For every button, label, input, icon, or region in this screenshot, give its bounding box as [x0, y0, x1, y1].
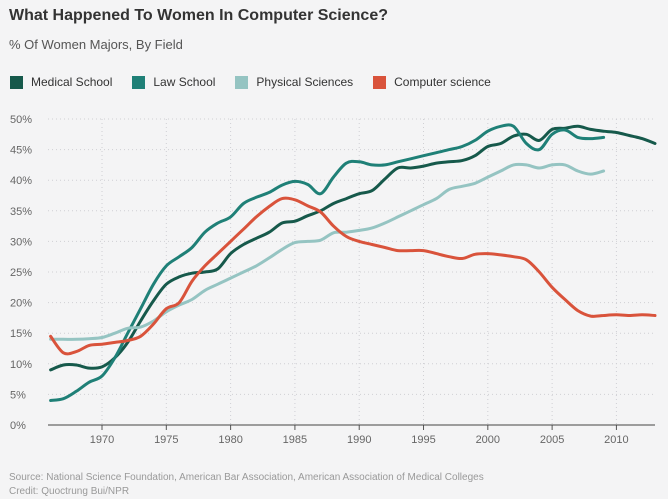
legend: Medical School Law School Physical Science… [10, 75, 511, 89]
source-note: Source: National Science Foundation, Ame… [9, 472, 484, 483]
x-tick-label: 1990 [347, 434, 371, 446]
chart-subtitle: % Of Women Majors, By Field [9, 37, 183, 52]
legend-item-computer-science: Computer science [373, 75, 491, 89]
x-tick-label: 1970 [90, 434, 114, 446]
x-tick-label: 1980 [218, 434, 242, 446]
x-tick-label: 1985 [283, 434, 307, 446]
y-tick-label: 10% [10, 359, 32, 371]
series-line-computer-science [49, 196, 657, 356]
y-tick-label: 20% [10, 298, 32, 310]
legend-label: Law School [153, 75, 216, 89]
y-tick-label: 35% [10, 206, 32, 218]
x-tick-label: 1975 [154, 434, 178, 446]
y-tick-label: 15% [10, 328, 32, 340]
legend-label: Computer science [394, 75, 491, 89]
legend-label: Medical School [31, 75, 113, 89]
legend-item-physical-sciences: Physical Sciences [235, 75, 353, 89]
legend-swatch [10, 75, 23, 89]
x-tick-label: 2005 [540, 434, 564, 446]
legend-swatch [132, 75, 146, 89]
x-tick-label: 1995 [411, 434, 435, 446]
x-tick-label: 2010 [604, 434, 628, 446]
y-tick-label: 0% [10, 420, 26, 432]
legend-item-law-school: Law School [132, 75, 215, 89]
series-line-physical-sciences [49, 162, 606, 341]
y-tick-label: 25% [10, 267, 32, 279]
y-tick-label: 50% [10, 114, 32, 126]
axes: 0% 5% 10% 15% 20% 25% 30% 35% 40% 45% 50% 1970 1975 1… [10, 114, 655, 446]
series-line-law-school [49, 123, 606, 402]
legend-label: Physical Sciences [256, 75, 354, 89]
y-tick-label: 45% [10, 145, 32, 157]
legend-item-medical-school: Medical School [10, 75, 112, 89]
y-tick-label: 40% [10, 175, 32, 187]
chart-title: What Happened To Women In Computer Scien… [9, 7, 388, 24]
legend-swatch [373, 75, 387, 89]
series-line-medical-school [49, 124, 657, 372]
legend-swatch [235, 75, 249, 89]
y-tick-label: 5% [10, 389, 26, 401]
series-group [49, 123, 657, 402]
x-tick-label: 2000 [476, 434, 500, 446]
grid [48, 118, 655, 425]
y-tick-label: 30% [10, 236, 32, 248]
credit-note: Credit: Quoctrung Bui/NPR [9, 486, 130, 497]
